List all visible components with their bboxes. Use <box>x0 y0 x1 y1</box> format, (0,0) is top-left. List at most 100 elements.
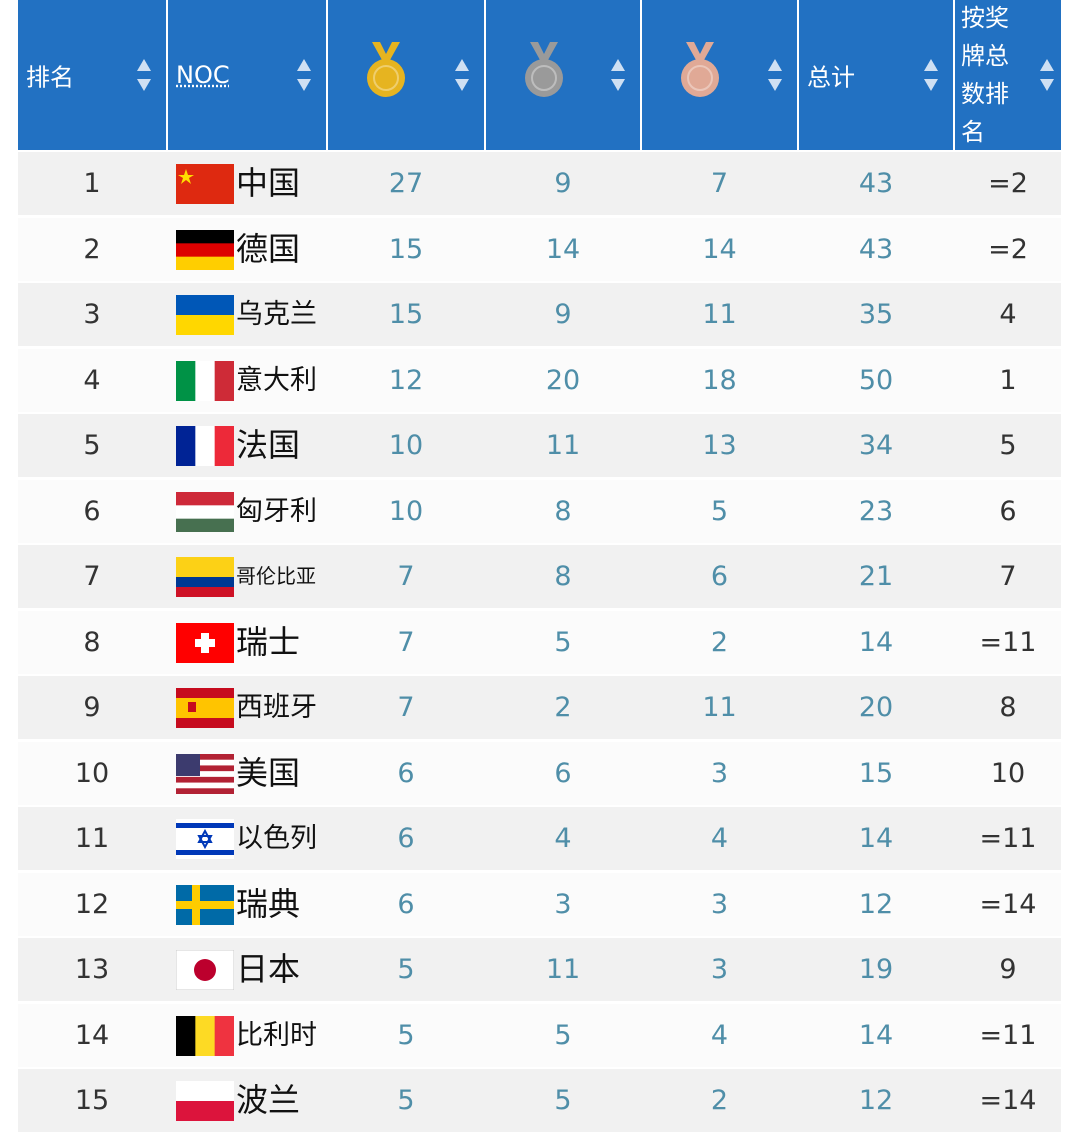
rank-cell: 1 <box>83 168 101 199</box>
table-row: 11 以色列 6 4 4 14 =11 <box>18 807 1061 870</box>
header-cell[interactable] <box>642 0 797 150</box>
noc-cell: 中国 <box>168 152 326 215</box>
sort-arrows[interactable] <box>296 57 312 93</box>
count-cell: 9 <box>554 299 572 330</box>
header-cell[interactable]: 总计 <box>799 0 953 150</box>
country-name: 波兰 <box>236 1081 301 1119</box>
count-cell: 14 <box>858 1019 894 1051</box>
noc-cell: 西班牙 <box>168 676 326 739</box>
country-flag <box>176 688 234 751</box>
count-cell: 13 <box>702 430 737 461</box>
count-cell: 20 <box>858 692 894 723</box>
count-cell: 6 <box>397 757 415 789</box>
count-cell: 3 <box>710 888 729 920</box>
count-cell: 12 <box>858 1085 894 1116</box>
medal-rank-cell: 8 <box>999 692 1017 723</box>
count-cell: 8 <box>554 561 572 592</box>
sort-arrows[interactable] <box>610 57 626 93</box>
count-cell: 15 <box>388 299 424 330</box>
count-cell: 3 <box>710 757 729 789</box>
count-cell: 5 <box>710 495 729 527</box>
count-cell: 43 <box>858 233 894 265</box>
rank-cell: 3 <box>83 299 101 330</box>
noc-cell: 比利时 <box>168 1004 326 1067</box>
noc-cell: 美国 <box>168 742 326 805</box>
count-cell: 11 <box>702 692 737 723</box>
header-label: 总计 <box>807 63 855 92</box>
table-row: 2 德国 15 14 14 43 =2 <box>18 217 1061 281</box>
count-cell: 34 <box>858 430 894 461</box>
header-cell[interactable] <box>486 0 640 150</box>
rank-cell: 12 <box>74 888 110 920</box>
count-cell: 7 <box>397 626 415 658</box>
header-cell[interactable]: NOC <box>168 0 326 150</box>
noc-cell: 德国 <box>168 218 326 281</box>
count-cell: 14 <box>858 626 894 658</box>
sort-arrows[interactable] <box>923 57 939 93</box>
country-flag <box>176 884 234 948</box>
count-cell: 4 <box>710 1019 729 1051</box>
rank-cell: 15 <box>74 1085 110 1116</box>
noc-cell: 匈牙利 <box>168 480 326 543</box>
medal-rank-cell: =14 <box>979 1085 1037 1116</box>
page: 排名 NOC 总计 按奖牌总数排名 1 中国 27 9 7 43 =2 2 德国 15 14 14 43 =2 3 乌… <box>18 0 1061 1132</box>
country-name: 中国 <box>236 164 301 202</box>
count-cell: 14 <box>545 233 581 265</box>
country-flag <box>176 557 234 620</box>
count-cell: 11 <box>545 430 581 461</box>
country-flag <box>176 426 235 489</box>
count-cell: 50 <box>858 364 894 396</box>
sort-arrows[interactable] <box>1039 57 1055 93</box>
noc-cell: 瑞典 <box>168 873 326 936</box>
header-cell[interactable]: 按奖牌总数排名 <box>955 0 1061 150</box>
header-label: NOC <box>176 61 230 89</box>
count-cell: 5 <box>554 1019 572 1051</box>
count-cell: 7 <box>397 692 415 723</box>
count-cell: 4 <box>710 823 729 854</box>
count-cell: 2 <box>710 1085 729 1116</box>
country-flag <box>176 295 234 358</box>
country-flag <box>176 753 234 817</box>
table-row: 7 哥伦比亚 7 8 6 21 7 <box>18 545 1061 608</box>
count-cell: 4 <box>554 823 572 854</box>
medal-rank-cell: 1 <box>999 364 1017 396</box>
medal-rank-cell: =2 <box>988 168 1028 199</box>
rank-cell: 8 <box>83 626 101 658</box>
count-cell: 27 <box>388 168 424 199</box>
count-cell: 19 <box>858 954 894 985</box>
count-cell: 8 <box>554 495 572 527</box>
header-cell[interactable]: 排名 <box>18 0 166 150</box>
count-cell: 15 <box>388 233 424 265</box>
country-flag <box>176 491 234 555</box>
medal-rank-cell: =2 <box>988 233 1028 265</box>
count-cell: 5 <box>554 626 572 658</box>
medal-rank-cell: =11 <box>979 1019 1037 1051</box>
count-cell: 11 <box>702 299 737 330</box>
sort-arrows[interactable] <box>136 57 152 93</box>
count-cell: 9 <box>554 168 572 199</box>
count-cell: 5 <box>397 954 415 985</box>
country-flag <box>176 819 234 882</box>
sort-arrows[interactable] <box>767 57 783 93</box>
count-cell: 10 <box>388 495 424 527</box>
table-row: 9 西班牙 7 2 11 20 8 <box>18 676 1061 739</box>
rank-cell: 4 <box>83 364 101 396</box>
medal-rank-cell: 10 <box>990 757 1026 789</box>
noc-cell: 瑞士 <box>168 611 326 674</box>
country-flag <box>176 164 234 227</box>
count-cell: 6 <box>710 561 729 592</box>
table-row: 13 日本 5 11 3 19 9 <box>18 938 1061 1001</box>
country-flag <box>176 360 235 424</box>
rank-cell: 6 <box>83 495 101 527</box>
rank-cell: 9 <box>83 692 101 723</box>
country-flag <box>176 229 234 293</box>
noc-cell: 日本 <box>168 938 326 1001</box>
medal-rank-cell: 9 <box>999 954 1017 985</box>
header-cell[interactable] <box>328 0 484 150</box>
sort-arrows[interactable] <box>454 57 470 93</box>
noc-cell: 波兰 <box>168 1069 326 1132</box>
count-cell: 5 <box>554 1085 572 1116</box>
medal-rank-cell: =11 <box>979 823 1037 854</box>
country-name: 意大利 <box>236 364 317 396</box>
count-cell: 2 <box>554 692 572 723</box>
